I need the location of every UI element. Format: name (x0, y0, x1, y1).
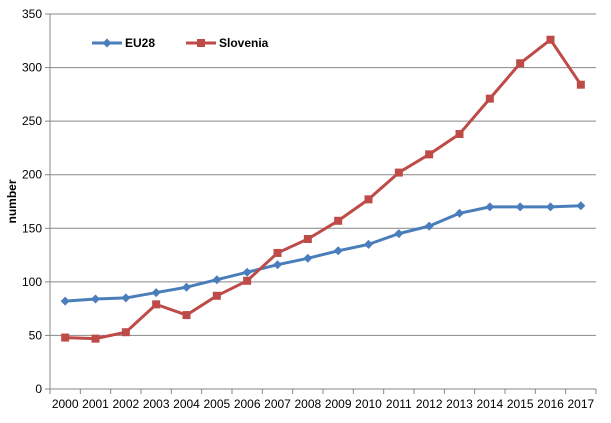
x-tick-label: 2010 (355, 397, 382, 411)
x-tick-label: 2006 (234, 397, 261, 411)
diamond-marker (182, 282, 191, 292)
diamond-marker (364, 239, 373, 249)
diamond-marker (333, 246, 343, 256)
diamond-marker (515, 202, 525, 212)
square-marker (485, 94, 494, 103)
y-axis-title: number (5, 179, 19, 223)
series-slovenia (61, 35, 585, 343)
legend: EU28 Slovenia (92, 36, 269, 50)
diamond-marker (60, 296, 70, 306)
y-tick-label: 250 (22, 114, 42, 128)
y-tick-label: 50 (29, 328, 43, 342)
legend-item-eu28: EU28 (92, 36, 155, 50)
diamond-marker (455, 208, 464, 218)
square-marker (61, 333, 70, 342)
axes (45, 13, 597, 394)
legend-label: EU28 (125, 36, 155, 50)
x-tick-label: 2014 (476, 397, 503, 411)
square-marker (576, 80, 585, 89)
x-tick-label: 2005 (203, 397, 230, 411)
square-marker (197, 39, 205, 47)
diamond-marker (242, 267, 252, 277)
square-marker (182, 311, 191, 320)
square-marker (394, 168, 403, 177)
square-marker (425, 150, 434, 159)
x-tick-label: 2011 (386, 397, 412, 411)
x-tick-label: 2017 (567, 397, 594, 411)
y-tick-label: 200 (22, 168, 42, 182)
diamond-marker (102, 38, 112, 48)
y-tick-label: 350 (22, 7, 42, 21)
x-tick-label: 2008 (294, 397, 321, 411)
legend-label: Slovenia (219, 36, 269, 50)
y-tick-label: 300 (22, 61, 42, 75)
series-eu28 (60, 201, 586, 306)
square-marker (91, 334, 100, 343)
diamond-marker (394, 229, 404, 239)
diamond-marker (212, 275, 222, 285)
diamond-marker (485, 202, 495, 212)
square-marker (455, 130, 464, 138)
x-tick-label: 2000 (52, 397, 79, 411)
square-marker (303, 235, 312, 243)
series-line (65, 204, 581, 303)
square-marker (152, 300, 161, 309)
diamond-marker (151, 288, 161, 298)
series-group (60, 35, 586, 343)
series-line (65, 38, 583, 341)
y-tick-label: 0 (35, 382, 42, 396)
diamond-marker (91, 294, 100, 304)
diamond-marker (576, 201, 586, 211)
diamond-marker (546, 202, 555, 212)
square-marker (121, 328, 130, 337)
diamond-marker (424, 221, 434, 231)
x-tick-label: 2001 (82, 397, 109, 411)
square-marker (334, 216, 343, 225)
x-tick-label: 2003 (143, 397, 170, 411)
y-tick-label: 100 (22, 275, 42, 289)
square-marker (243, 276, 252, 285)
diamond-marker (273, 260, 282, 270)
x-tick-labels: 2000 2001 2002 2003 2004 2005 2006 2007 2008 2009… (52, 397, 595, 411)
x-tick-label: 2015 (507, 397, 534, 411)
x-tick-label: 2007 (264, 397, 291, 411)
x-tick-label: 2009 (325, 397, 352, 411)
square-marker (364, 195, 373, 204)
gridlines (50, 13, 596, 336)
diamond-marker (121, 293, 131, 303)
square-marker (212, 291, 221, 300)
square-marker (546, 35, 555, 44)
x-tick-label: 2002 (112, 397, 139, 411)
y-tick-label: 150 (22, 221, 42, 235)
square-marker (273, 248, 282, 257)
square-marker (516, 59, 525, 68)
legend-item-slovenia: Slovenia (186, 36, 269, 50)
x-tick-label: 2012 (416, 397, 443, 411)
x-tick-label: 2004 (173, 397, 200, 411)
y-tick-labels: 0 50 100 150 200 250 300 350 (22, 7, 42, 396)
x-tick-label: 2013 (446, 397, 473, 411)
diamond-marker (303, 253, 313, 263)
x-tick-label: 2016 (537, 397, 564, 411)
